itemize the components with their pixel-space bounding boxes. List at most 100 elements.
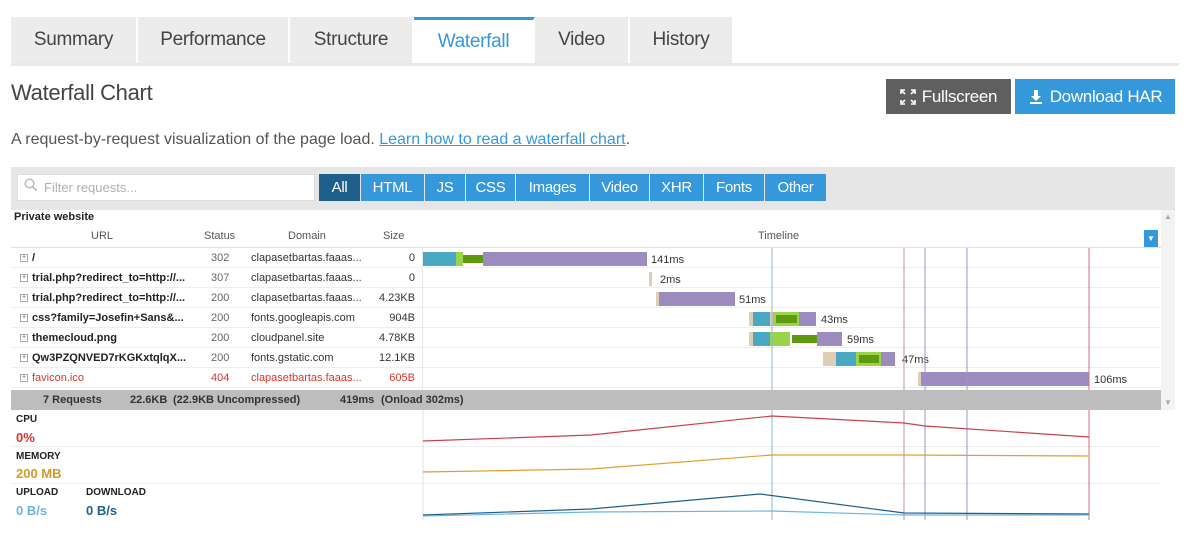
- request-status: 404: [211, 372, 230, 384]
- type-video-button[interactable]: Video: [590, 174, 650, 201]
- expand-icon[interactable]: +: [20, 254, 28, 262]
- summary-requests: 7 Requests: [43, 394, 102, 406]
- timeline-dropdown-button[interactable]: ▼: [1144, 230, 1158, 247]
- waterfall-bar-dns: [423, 252, 456, 266]
- scroll-down-icon[interactable]: ▼: [1164, 398, 1172, 407]
- request-domain: clapasetbartas.faaas...: [251, 372, 362, 384]
- tab-history[interactable]: History: [630, 17, 734, 63]
- tab-waterfall[interactable]: Waterfall: [414, 17, 535, 63]
- download-icon: [1028, 89, 1044, 105]
- type-images-button[interactable]: Images: [516, 174, 590, 201]
- metrics-chart: [422, 410, 1090, 520]
- waterfall-bar-blocked: [749, 312, 753, 326]
- request-row[interactable]: + themecloud.png 200 cloudpanel.site 4.78KB: [11, 328, 1161, 348]
- learn-waterfall-link[interactable]: Learn how to read a waterfall chart: [379, 131, 626, 148]
- filter-requests-input[interactable]: [44, 180, 304, 195]
- request-row[interactable]: + trial.php?redirect_to=http://... 307 clap…: [11, 268, 1161, 288]
- download-value: 0 B/s: [86, 503, 118, 518]
- request-size: 12.1KB: [379, 352, 416, 364]
- metrics-panel: CPU 0% MEMORY 200 MB UPLOAD 0 B/s DOWNLO…: [11, 410, 1161, 542]
- type-other-button[interactable]: Other: [765, 174, 827, 201]
- memory-line: [422, 454, 1090, 473]
- request-status: 200: [211, 292, 230, 304]
- request-size: 0: [408, 272, 415, 284]
- table-scrollbar[interactable]: ▲ ▼: [1161, 210, 1175, 410]
- header-divider: [11, 247, 1161, 248]
- size-column-header[interactable]: Size: [383, 230, 405, 242]
- expand-icon[interactable]: +: [20, 374, 28, 382]
- request-size: 904B: [389, 312, 415, 324]
- waterfall-bar-download: [659, 292, 735, 306]
- request-table: Private website URL Status Domain Size T…: [11, 210, 1161, 410]
- type-xhr-button[interactable]: XHR: [650, 174, 704, 201]
- request-url: trial.php?redirect_to=http://...: [32, 292, 186, 304]
- fullscreen-label: Fullscreen: [921, 86, 998, 106]
- waterfall-bar-blocked: [823, 352, 836, 366]
- caret-down-icon: ▼: [1147, 234, 1155, 243]
- scroll-up-icon[interactable]: ▲: [1164, 212, 1172, 221]
- request-domain: clapasetbartas.faaas...: [251, 292, 362, 304]
- tab-bar: Summary Performance Structure Waterfall …: [11, 17, 1179, 66]
- expand-icon[interactable]: +: [20, 334, 28, 342]
- request-row[interactable]: + Qw3PZQNVED7rKGKxtqlqX... 200 fonts.gstati…: [11, 348, 1161, 368]
- tab-video[interactable]: Video: [535, 17, 630, 63]
- expand-icon[interactable]: +: [20, 274, 28, 282]
- waterfall-bar-blocked: [749, 332, 753, 346]
- request-url: /: [32, 252, 36, 264]
- request-domain: fonts.googleapis.com: [251, 312, 355, 324]
- filter-box: [17, 174, 315, 201]
- cpu-value: 0%: [16, 430, 35, 445]
- expand-icon[interactable]: +: [20, 294, 28, 302]
- network-row: UPLOAD 0 B/s DOWNLOAD 0 B/s: [11, 484, 1161, 521]
- fullscreen-button[interactable]: Fullscreen: [886, 79, 1011, 114]
- url-column-header[interactable]: URL: [91, 230, 114, 242]
- type-css-button[interactable]: CSS: [466, 174, 516, 201]
- request-row[interactable]: + trial.php?redirect_to=http://... 200 clap…: [11, 288, 1161, 308]
- download-har-button[interactable]: Download HAR: [1015, 79, 1175, 114]
- intro-sentence: A request-by-request visualization of th…: [11, 131, 375, 148]
- waterfall-bar-connect: [456, 252, 463, 266]
- type-fonts-button[interactable]: Fonts: [704, 174, 765, 201]
- tab-summary[interactable]: Summary: [11, 17, 138, 63]
- request-row[interactable]: + favicon.ico 404 clapasetbartas.faaas... 60…: [11, 368, 1161, 388]
- status-column-header[interactable]: Status: [204, 230, 236, 242]
- cpu-label: CPU: [16, 414, 38, 425]
- tab-structure[interactable]: Structure: [290, 17, 414, 63]
- tab-performance[interactable]: Performance: [138, 17, 290, 63]
- waterfall-bar-blocked: [649, 272, 652, 286]
- summary-uncompressed: (22.9KB Uncompressed): [173, 394, 301, 406]
- request-row[interactable]: + css?family=Josefin+Sans&... 200 fonts.goo…: [11, 308, 1161, 328]
- site-title: Private website: [14, 211, 95, 223]
- request-domain: cloudpanel.site: [251, 332, 325, 344]
- domain-column-header[interactable]: Domain: [288, 230, 326, 242]
- request-row[interactable]: + / 302 clapasetbartas.faaas... 0: [11, 248, 1161, 268]
- waterfall-bar-ttfb: [859, 355, 879, 363]
- cpu-line: [422, 415, 1090, 442]
- intro-period: .: [625, 131, 631, 148]
- expand-icon[interactable]: +: [20, 354, 28, 362]
- type-js-button[interactable]: JS: [425, 174, 466, 201]
- memory-label: MEMORY: [16, 451, 61, 462]
- request-status: 307: [211, 272, 230, 284]
- upload-line: [422, 510, 1089, 517]
- page-title: Waterfall Chart: [11, 80, 153, 105]
- request-duration: 106ms: [1094, 374, 1128, 386]
- upload-label: UPLOAD: [16, 487, 59, 498]
- waterfall-bar-dns: [836, 352, 856, 366]
- waterfall-bar-download: [817, 332, 842, 346]
- memory-value: 200 MB: [16, 466, 62, 481]
- summary-size: 22.6KB: [130, 394, 168, 406]
- waterfall-bar-dns: [753, 312, 770, 326]
- request-status: 200: [211, 352, 230, 364]
- timeline-column-header: Timeline: [758, 230, 800, 242]
- request-url: trial.php?redirect_to=http://...: [32, 272, 186, 284]
- request-status: 200: [211, 312, 230, 324]
- type-all-button[interactable]: All: [319, 174, 361, 201]
- request-size: 4.23KB: [379, 292, 416, 304]
- request-url: themecloud.png: [32, 332, 117, 344]
- intro-text: A request-by-request visualization of th…: [11, 131, 630, 149]
- expand-icon[interactable]: +: [20, 314, 28, 322]
- waterfall-panel: All HTML JS CSS Images Video XHR Fonts O…: [11, 167, 1175, 410]
- waterfall-bar-ttfb: [463, 255, 483, 263]
- type-html-button[interactable]: HTML: [361, 174, 425, 201]
